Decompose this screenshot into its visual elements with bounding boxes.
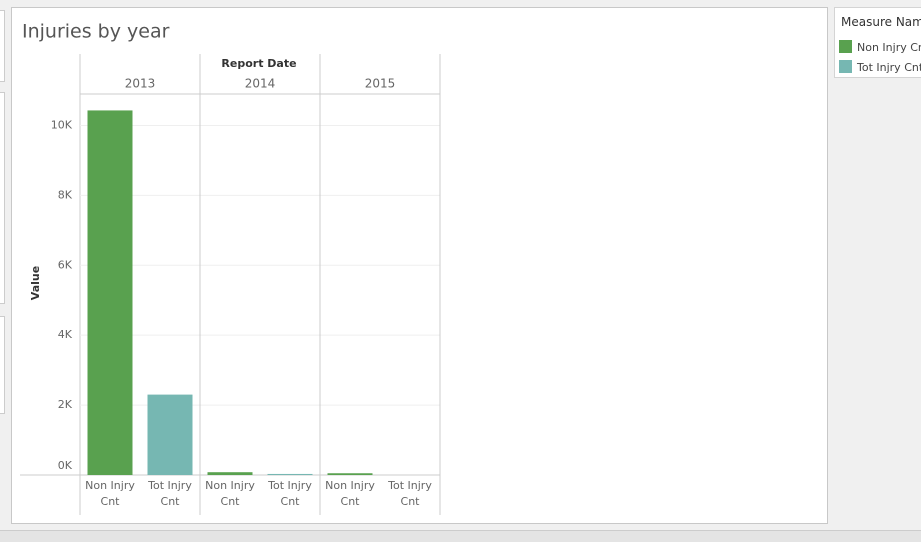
side-panel <box>0 316 5 414</box>
legend-swatch <box>839 60 852 73</box>
x-tick-label: Tot Injry Cnt <box>388 479 432 508</box>
bar <box>207 472 253 475</box>
x-tick-label: Non Injry Cnt <box>205 479 255 508</box>
legend-title: Measure Names <box>841 15 921 29</box>
y-tick-label: 6K <box>58 258 73 271</box>
legend-item[interactable]: Tot Injry Cnt <box>839 60 921 74</box>
bar <box>267 473 313 475</box>
legend: Measure Names Non Injry Cnt Tot Injry Cnt <box>834 7 921 78</box>
x-tick-label: Non Injry Cnt <box>325 479 375 508</box>
legend-swatch <box>839 40 852 53</box>
status-bar <box>0 530 921 542</box>
column-label: 2013 <box>125 77 156 91</box>
chart: Injuries by year Report Date Value 0K 2K 4… <box>20 21 441 515</box>
bar <box>327 473 373 475</box>
x-label-box: Non Injry Cnt <box>85 479 135 508</box>
x-tick-label: Tot Injry Cnt <box>148 479 192 508</box>
x-label-box: Tot Injry Cnt <box>388 479 432 508</box>
side-panel <box>0 10 5 82</box>
x-label-box: Tot Injry Cnt <box>268 479 312 508</box>
y-axis-label: Value <box>29 266 42 300</box>
y-tick-label: 4K <box>58 328 73 341</box>
x-label-box: Non Injry Cnt <box>205 479 255 508</box>
x-tick-label: Non Injry Cnt <box>85 479 135 508</box>
x-tick-label: Tot Injry Cnt <box>268 479 312 508</box>
column-label: 2015 <box>365 77 396 91</box>
x-label-box: Tot Injry Cnt <box>148 479 192 508</box>
legend-label: Tot Injry Cnt <box>857 61 921 74</box>
legend-item[interactable]: Non Injry Cnt <box>839 40 921 54</box>
y-tick-label: 2K <box>58 398 73 411</box>
column-label: 2014 <box>245 77 276 91</box>
bar <box>147 394 193 475</box>
y-tick-label: 8K <box>58 188 73 201</box>
bar <box>87 110 133 476</box>
legend-label: Non Injry Cnt <box>857 41 921 54</box>
x-label-box: Non Injry Cnt <box>325 479 375 508</box>
chart-title: Injuries by year <box>22 21 170 43</box>
column-header: Report Date <box>221 57 296 70</box>
y-tick-label: 0K <box>58 459 73 472</box>
y-tick-label: 10K <box>51 118 73 131</box>
side-panel <box>0 92 5 304</box>
